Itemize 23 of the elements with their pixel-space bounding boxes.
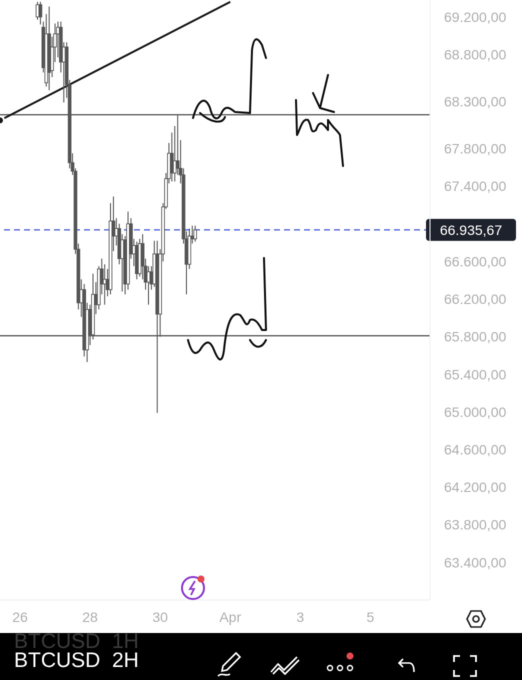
candlestick <box>193 225 197 242</box>
y-tick-label: 66.200,00 <box>444 291 506 308</box>
y-tick-label: 64.200,00 <box>444 479 506 496</box>
y-tick-label: 68.300,00 <box>444 94 506 110</box>
ref-line-label: 66.935,67 <box>440 222 502 238</box>
candlestick <box>38 1 42 25</box>
y-tick-label: 68.800,00 <box>444 46 506 63</box>
y-tick-label: 65.000,00 <box>444 404 506 420</box>
y-tick-label: 66.600,00 <box>444 253 506 270</box>
y-tick-label: 64.600,00 <box>444 442 506 458</box>
x-tick-label: 5 <box>366 608 375 625</box>
x-tick-label: 28 <box>82 608 98 625</box>
x-tick-label: 26 <box>12 608 28 625</box>
y-tick-label: 65.400,00 <box>444 366 506 382</box>
y-tick-label: 67.800,00 <box>444 140 506 157</box>
x-tick-label: 30 <box>152 608 168 625</box>
x-tick-label: Apr <box>219 608 242 625</box>
y-tick-label: 67.400,00 <box>444 178 506 194</box>
y-tick-label: 65.800,00 <box>444 328 506 345</box>
y-tick-label: 69.200,00 <box>444 8 506 25</box>
y-tick-label: 63.800,00 <box>444 516 506 533</box>
y-tick-label: 63.400,00 <box>444 554 506 570</box>
x-tick-label: 3 <box>296 608 304 625</box>
